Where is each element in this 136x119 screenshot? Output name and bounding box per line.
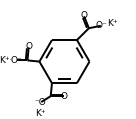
Text: O: O xyxy=(61,92,68,101)
Text: O⁻: O⁻ xyxy=(96,21,107,30)
Text: O⁻: O⁻ xyxy=(10,56,22,65)
Text: O: O xyxy=(25,42,32,51)
Text: K⁺·: K⁺· xyxy=(0,56,12,65)
Text: K⁺: K⁺ xyxy=(35,109,45,118)
Text: ⁻O: ⁻O xyxy=(35,98,47,107)
Text: O: O xyxy=(81,11,88,20)
Text: K⁺: K⁺ xyxy=(107,19,118,28)
